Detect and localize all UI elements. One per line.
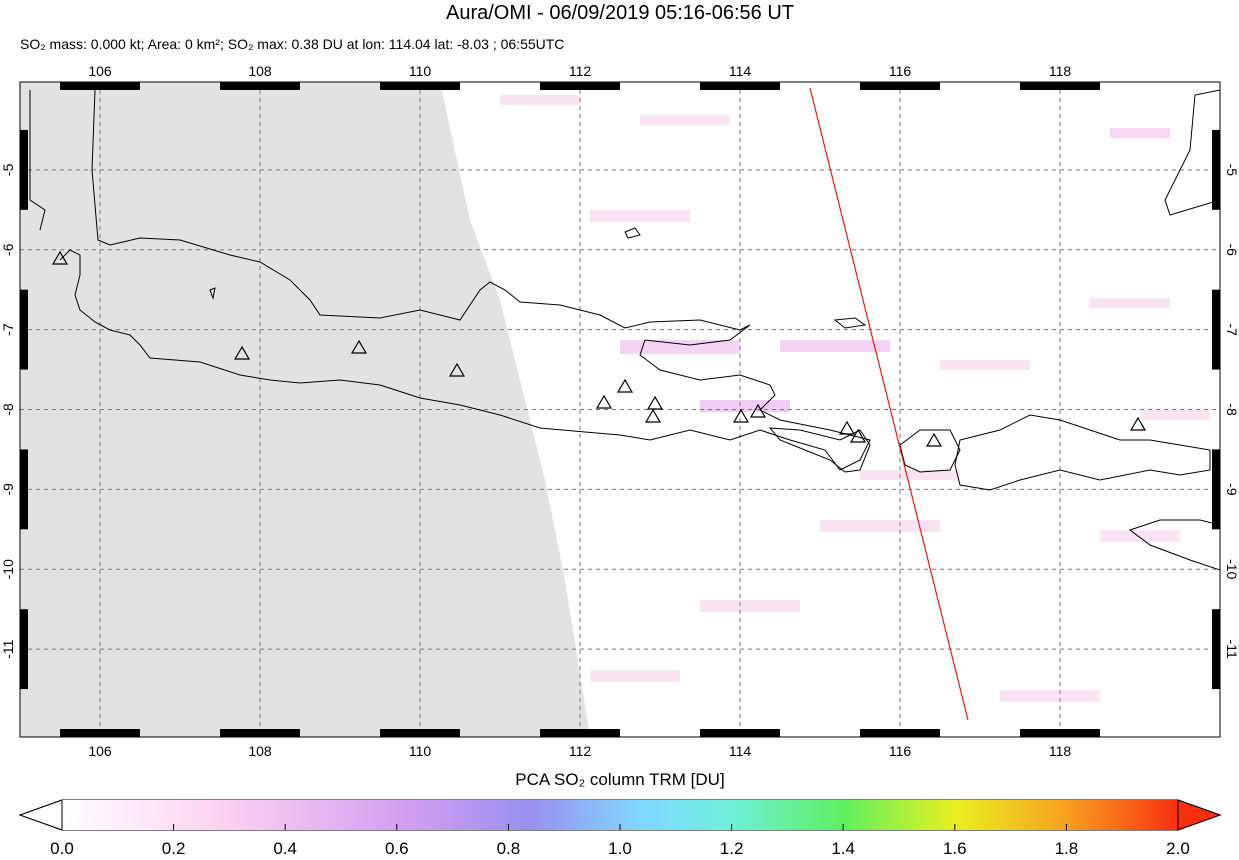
border-band (380, 729, 460, 737)
border-band (1212, 449, 1220, 530)
x-tick-label: 108 (248, 63, 272, 79)
small-islands (209, 227, 867, 329)
border-band (1212, 129, 1220, 210)
y-tick-label: -11 (0, 639, 16, 658)
sulawesi-coast (1164, 89, 1220, 216)
y-tick-label: -8 (0, 403, 16, 416)
border-band (220, 729, 300, 737)
sumatra-coast (29, 90, 46, 231)
border-band (380, 82, 460, 90)
bali-coast (768, 427, 871, 473)
x-tick-label: 106 (88, 743, 112, 759)
border-band (860, 82, 940, 90)
colorbar-tick-label: 0.4 (273, 839, 297, 855)
y-tick-label: -7 (0, 323, 16, 336)
map-axes: 106 106 108 108 110 110 112 112 114 114 116 116 118 1… (0, 63, 1239, 759)
y-tick-label: -7 (1224, 323, 1239, 336)
y-tick-label: -11 (1224, 640, 1239, 659)
border-band (1020, 82, 1100, 90)
x-tick-label: 114 (729, 743, 752, 759)
colorbar: PCA SO₂ column TRM [DU] 0.0 0.2 0.4 0.6 0.8 1… (18, 770, 1222, 858)
colorbar-label: PCA SO₂ column TRM [DU] (515, 770, 724, 789)
colorbar-tick-label: 1.6 (943, 839, 967, 855)
coastlines (29, 89, 1220, 571)
colorbar-tick-label: 1.0 (608, 839, 632, 855)
graticule (20, 82, 1220, 737)
border-band (1212, 609, 1220, 690)
y-tick-label: -5 (0, 163, 16, 176)
map-area (20, 82, 1220, 737)
sumba-coast (1128, 519, 1220, 571)
colorbar-tick-label: 1.4 (831, 839, 855, 855)
subtitle: SO₂ mass: 0.000 kt; Area: 0 km²; SO₂ max… (20, 36, 564, 52)
border-band (20, 609, 28, 690)
sumbawa-coast (954, 414, 1211, 491)
colorbar-tick-label: 0.6 (385, 839, 409, 855)
colorbar-tick-label: 1.8 (1055, 839, 1079, 855)
x-tick-label: 116 (889, 63, 912, 79)
colorbar-low-arrow (18, 799, 63, 831)
x-tick-label: 108 (248, 743, 272, 759)
border-band (220, 82, 300, 90)
border-band (20, 129, 28, 210)
colorbar-tick-label: 0.0 (50, 839, 74, 855)
x-tick-label: 110 (409, 63, 432, 79)
border-band (700, 82, 780, 90)
colorbar-high-arrow (1177, 799, 1222, 831)
x-tick-label: 118 (1049, 743, 1072, 759)
y-tick-label: -10 (1224, 559, 1239, 579)
lombok-coast (899, 429, 961, 473)
orbit-track (809, 87, 969, 721)
colorbar-tick-label: 1.2 (720, 839, 744, 855)
colorbar-tick-label: 0.8 (497, 839, 521, 855)
border-band (540, 729, 620, 737)
x-tick-label: 118 (1049, 63, 1072, 79)
y-tick-label: -9 (1224, 483, 1239, 496)
x-tick-label: 114 (729, 63, 752, 79)
border-band (860, 729, 940, 737)
y-tick-label: -6 (0, 243, 16, 256)
volcanoes (51, 250, 1147, 447)
y-tick-label: -8 (1224, 403, 1239, 416)
border-band (1212, 289, 1220, 370)
y-tick-label: -9 (0, 483, 16, 496)
title: Aura/OMI - 06/09/2019 05:16-06:56 UT (446, 2, 794, 24)
java-coast (59, 89, 871, 471)
border-band (20, 289, 28, 370)
y-tick-label: -10 (0, 559, 16, 579)
border-band (20, 449, 28, 530)
border-band (700, 729, 780, 737)
border-band (60, 729, 140, 737)
y-tick-label: -5 (1224, 164, 1239, 177)
colorbar-tick-label: 2.0 (1166, 839, 1190, 855)
x-tick-label: 112 (569, 63, 592, 79)
x-tick-label: 106 (88, 63, 112, 79)
y-tick-label: -6 (1224, 244, 1239, 257)
x-tick-label: 112 (569, 743, 592, 759)
so2-swath-stripes (500, 95, 1210, 702)
border-band (540, 82, 620, 90)
x-tick-label: 110 (409, 743, 432, 759)
colorbar-tick-label: 0.2 (162, 839, 186, 855)
x-tick-label: 116 (889, 743, 912, 759)
border-band (1020, 729, 1100, 737)
border-band (60, 82, 140, 90)
no-data-region (20, 82, 590, 737)
